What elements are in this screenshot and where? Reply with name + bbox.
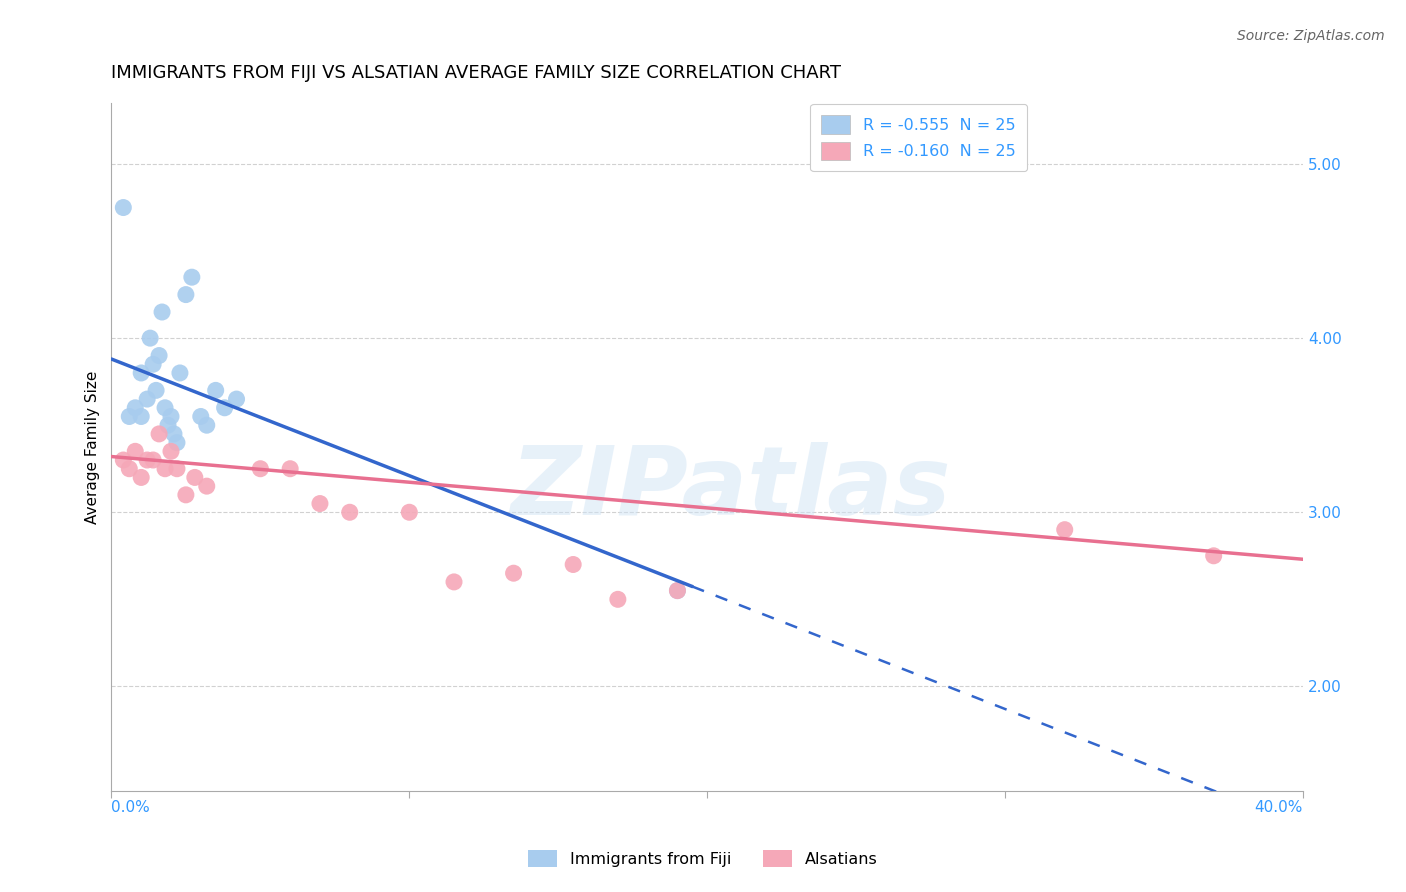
Point bbox=[309, 497, 332, 511]
Point bbox=[142, 453, 165, 467]
Point bbox=[195, 479, 218, 493]
Point bbox=[118, 461, 141, 475]
Text: 0.0%: 0.0% bbox=[111, 799, 150, 814]
Point bbox=[124, 444, 146, 458]
Point bbox=[214, 401, 236, 415]
Point bbox=[225, 392, 247, 406]
Point bbox=[163, 426, 186, 441]
Point bbox=[1053, 523, 1076, 537]
Point bbox=[145, 384, 167, 398]
Point bbox=[339, 505, 361, 519]
Point bbox=[156, 418, 179, 433]
Legend: R = -0.555  N = 25, R = -0.160  N = 25: R = -0.555 N = 25, R = -0.160 N = 25 bbox=[810, 104, 1026, 171]
Point bbox=[112, 453, 135, 467]
Point bbox=[166, 435, 188, 450]
Point bbox=[129, 409, 152, 424]
Point bbox=[153, 401, 176, 415]
Text: IMMIGRANTS FROM FIJI VS ALSATIAN AVERAGE FAMILY SIZE CORRELATION CHART: IMMIGRANTS FROM FIJI VS ALSATIAN AVERAGE… bbox=[111, 64, 841, 82]
Point bbox=[195, 418, 218, 433]
Y-axis label: Average Family Size: Average Family Size bbox=[86, 370, 100, 524]
Point bbox=[562, 558, 585, 572]
Point bbox=[278, 461, 301, 475]
Point bbox=[124, 401, 146, 415]
Point bbox=[666, 583, 689, 598]
Point bbox=[150, 305, 173, 319]
Point bbox=[139, 331, 162, 345]
Point bbox=[443, 574, 465, 589]
Point bbox=[502, 566, 524, 581]
Point bbox=[129, 470, 152, 484]
Text: Source: ZipAtlas.com: Source: ZipAtlas.com bbox=[1237, 29, 1385, 43]
Legend: Immigrants from Fiji, Alsatians: Immigrants from Fiji, Alsatians bbox=[522, 844, 884, 873]
Text: 40.0%: 40.0% bbox=[1254, 799, 1303, 814]
Point bbox=[249, 461, 271, 475]
Point bbox=[174, 287, 197, 301]
Point bbox=[160, 409, 183, 424]
Point bbox=[153, 461, 176, 475]
Point bbox=[1202, 549, 1225, 563]
Point bbox=[136, 453, 159, 467]
Point bbox=[174, 488, 197, 502]
Point bbox=[142, 357, 165, 371]
Point bbox=[129, 366, 152, 380]
Text: ZIPatlas: ZIPatlas bbox=[510, 442, 952, 534]
Point bbox=[169, 366, 191, 380]
Point bbox=[204, 384, 226, 398]
Point bbox=[160, 444, 183, 458]
Point bbox=[606, 592, 628, 607]
Point bbox=[118, 409, 141, 424]
Point bbox=[180, 270, 202, 285]
Point bbox=[666, 583, 689, 598]
Point bbox=[148, 426, 170, 441]
Point bbox=[398, 505, 420, 519]
Point bbox=[190, 409, 212, 424]
Point bbox=[148, 349, 170, 363]
Point bbox=[184, 470, 207, 484]
Point bbox=[112, 201, 135, 215]
Point bbox=[166, 461, 188, 475]
Point bbox=[136, 392, 159, 406]
